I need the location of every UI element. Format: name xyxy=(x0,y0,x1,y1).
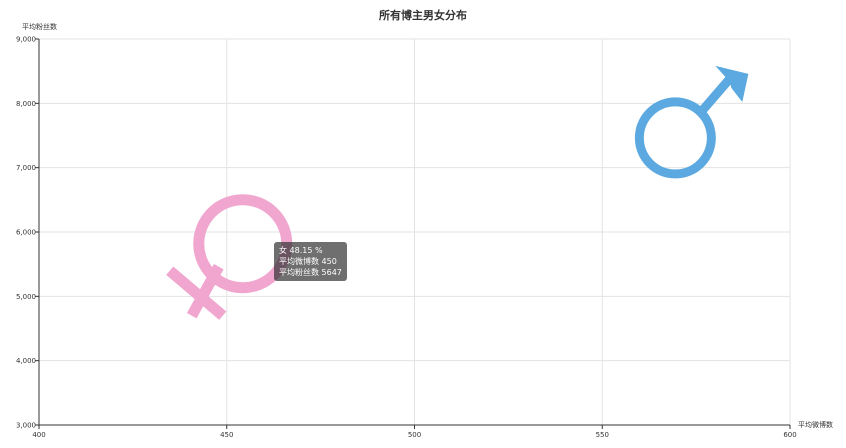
x-tick-label: 400 xyxy=(32,431,45,439)
data-tooltip: 女 48.15 % 平均微博数 450 平均粉丝数 5647 xyxy=(274,242,347,281)
y-tick-label: 4,000 xyxy=(16,357,36,365)
tooltip-line-y: 平均粉丝数 5647 xyxy=(279,268,342,277)
y-axis-label: 平均粉丝数 xyxy=(22,22,57,31)
x-axis-label: 平均微博数 xyxy=(798,420,833,429)
x-tick-label: 550 xyxy=(596,431,609,439)
tooltip-line-x: 平均微博数 450 xyxy=(279,257,337,266)
y-tick-label: 3,000 xyxy=(16,422,36,430)
y-tick-label: 8,000 xyxy=(16,100,36,108)
y-tick-label: 6,000 xyxy=(16,229,36,237)
x-tick-label: 600 xyxy=(783,431,796,439)
female-symbol-icon[interactable] xyxy=(166,194,293,320)
y-tick-label: 5,000 xyxy=(16,293,36,301)
male-symbol-icon[interactable] xyxy=(634,65,749,179)
x-tick-label: 500 xyxy=(408,431,421,439)
y-tick-label: 9,000 xyxy=(16,36,36,44)
chart-title: 所有博主男女分布 xyxy=(379,9,467,22)
y-tick-label: 7,000 xyxy=(16,164,36,172)
tooltip-line-series: 女 48.15 % xyxy=(279,246,323,255)
x-tick-label: 450 xyxy=(220,431,233,439)
